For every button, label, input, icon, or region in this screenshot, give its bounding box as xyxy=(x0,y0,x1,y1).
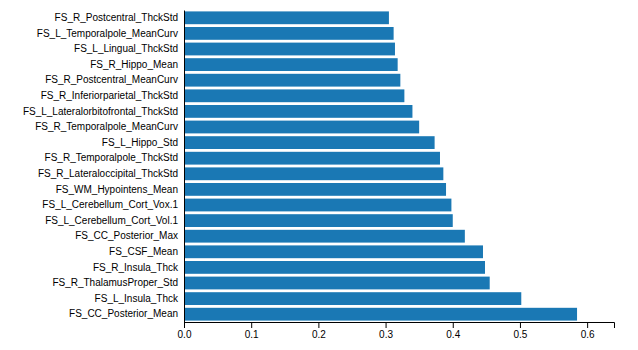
category-label: FS_R_Postcentral_MeanCurv xyxy=(45,74,178,85)
tick-label: 0.0 xyxy=(178,329,192,340)
tick: FS_L_Cerebellum_Cort_Vol.1 xyxy=(45,215,178,226)
tick: 0.6 xyxy=(581,322,595,340)
tick: FS_WM_Hypointens_Mean xyxy=(56,184,178,195)
tick-mark xyxy=(587,322,588,328)
tick: 0.0 xyxy=(178,322,192,340)
category-label: FS_L_Cerebellum_Cort_Vol.1 xyxy=(45,215,178,226)
bars xyxy=(184,11,577,320)
bar xyxy=(184,11,389,24)
category-label: FS_L_Cerebellum_Cort_Vox.1 xyxy=(42,199,178,210)
tick: FS_R_Temporalpole_ThckStd xyxy=(45,152,178,163)
tick-mark xyxy=(453,322,454,328)
tick: FS_R_Postcentral_ThckStd xyxy=(55,12,178,23)
bar xyxy=(184,245,483,258)
bar xyxy=(184,199,451,212)
category-label: FS_R_Inferiorparietal_ThckStd xyxy=(41,90,178,101)
bar xyxy=(184,105,412,118)
tick-label: 0.1 xyxy=(245,329,259,340)
axis-line xyxy=(185,323,615,329)
tick: FS_CC_Posterior_Max xyxy=(75,230,178,241)
tick: FS_R_ThalamusProper_Std xyxy=(52,277,178,288)
bar xyxy=(184,121,419,134)
tick-label: 0.3 xyxy=(379,329,393,340)
bar xyxy=(184,214,453,227)
plot: 0.0 0.1 0.2 0.3 0.4 0.5 0.6 FS_CC_Posterior_Mea… xyxy=(23,11,615,341)
category-label: FS_L_Hippo_Std xyxy=(102,137,178,148)
tick: 0.2 xyxy=(312,322,326,340)
bar xyxy=(184,74,400,87)
tick: FS_L_Cerebellum_Cort_Vox.1 xyxy=(42,199,178,210)
bar xyxy=(184,230,465,243)
category-label: FS_L_Temporalpole_MeanCurv xyxy=(37,28,178,39)
tick: FS_L_Lateralorbitofrontal_ThckStd xyxy=(23,106,178,117)
tick: FS_L_Lingual_ThckStd xyxy=(74,43,178,54)
bar xyxy=(184,261,485,274)
bar xyxy=(184,277,490,290)
category-label: FS_R_Temporalpole_MeanCurv xyxy=(35,121,178,132)
x-axis: 0.0 0.1 0.2 0.3 0.4 0.5 0.6 xyxy=(178,322,615,340)
tick: 0.4 xyxy=(446,322,460,340)
tick: FS_R_Hippo_Mean xyxy=(90,59,178,70)
tick: FS_R_Temporalpole_MeanCurv xyxy=(35,121,178,132)
axis-line xyxy=(184,11,185,323)
category-label: FS_L_Lateralorbitofrontal_ThckStd xyxy=(23,106,178,117)
category-label: FS_R_Insula_Thck xyxy=(93,262,179,273)
tick-label: 0.5 xyxy=(513,329,527,340)
tick: 0.3 xyxy=(379,322,393,340)
category-label: FS_R_Postcentral_ThckStd xyxy=(55,12,178,23)
tick-mark xyxy=(251,322,252,328)
tick: FS_R_Postcentral_MeanCurv xyxy=(45,74,178,85)
category-label: FS_WM_Hypointens_Mean xyxy=(56,184,178,195)
category-label: FS_CC_Posterior_Max xyxy=(75,230,178,241)
bar xyxy=(184,89,404,102)
bar xyxy=(184,292,521,305)
bar xyxy=(184,136,435,149)
tick-mark xyxy=(318,322,319,328)
bar xyxy=(184,58,398,71)
tick: FS_CSF_Mean xyxy=(109,246,178,257)
bar xyxy=(184,183,446,196)
tick: FS_L_Temporalpole_MeanCurv xyxy=(37,28,178,39)
category-label: FS_L_Insula_Thck xyxy=(95,293,179,304)
tick-label: 0.4 xyxy=(446,329,460,340)
tick: FS_R_Insula_Thck xyxy=(93,262,179,273)
tick-label: 0.6 xyxy=(581,329,595,340)
tick: FS_L_Hippo_Std xyxy=(102,137,178,148)
category-label: FS_CC_Posterior_Mean xyxy=(69,308,178,319)
category-label: FS_R_Lateraloccipital_ThckStd xyxy=(38,168,178,179)
tick-mark xyxy=(520,322,521,328)
category-label: FS_R_Temporalpole_ThckStd xyxy=(45,152,178,163)
tick-label: 0.2 xyxy=(312,329,326,340)
tick: FS_R_Lateraloccipital_ThckStd xyxy=(38,168,178,179)
tick: 0.5 xyxy=(513,322,527,340)
tick-mark xyxy=(184,322,185,328)
category-label: FS_R_ThalamusProper_Std xyxy=(52,277,178,288)
tick: FS_L_Insula_Thck xyxy=(95,293,179,304)
bar xyxy=(184,27,394,40)
bar xyxy=(184,167,443,180)
chart: 0.0 0.1 0.2 0.3 0.4 0.5 0.6 FS_CC_Posterior_Mea… xyxy=(0,0,638,350)
category-label: FS_R_Hippo_Mean xyxy=(90,59,178,70)
tick-mark xyxy=(386,322,387,328)
category-label: FS_CSF_Mean xyxy=(109,246,178,257)
bar xyxy=(184,43,395,56)
tick: FS_CC_Posterior_Mean xyxy=(69,308,178,319)
category-label: FS_L_Lingual_ThckStd xyxy=(74,43,178,54)
tick: FS_R_Inferiorparietal_ThckStd xyxy=(41,90,178,101)
bar xyxy=(184,308,577,321)
y-axis: FS_CC_Posterior_Mean FS_L_Insula_Thck FS_R… xyxy=(23,11,185,323)
tick: 0.1 xyxy=(245,322,259,340)
bar xyxy=(184,152,440,165)
